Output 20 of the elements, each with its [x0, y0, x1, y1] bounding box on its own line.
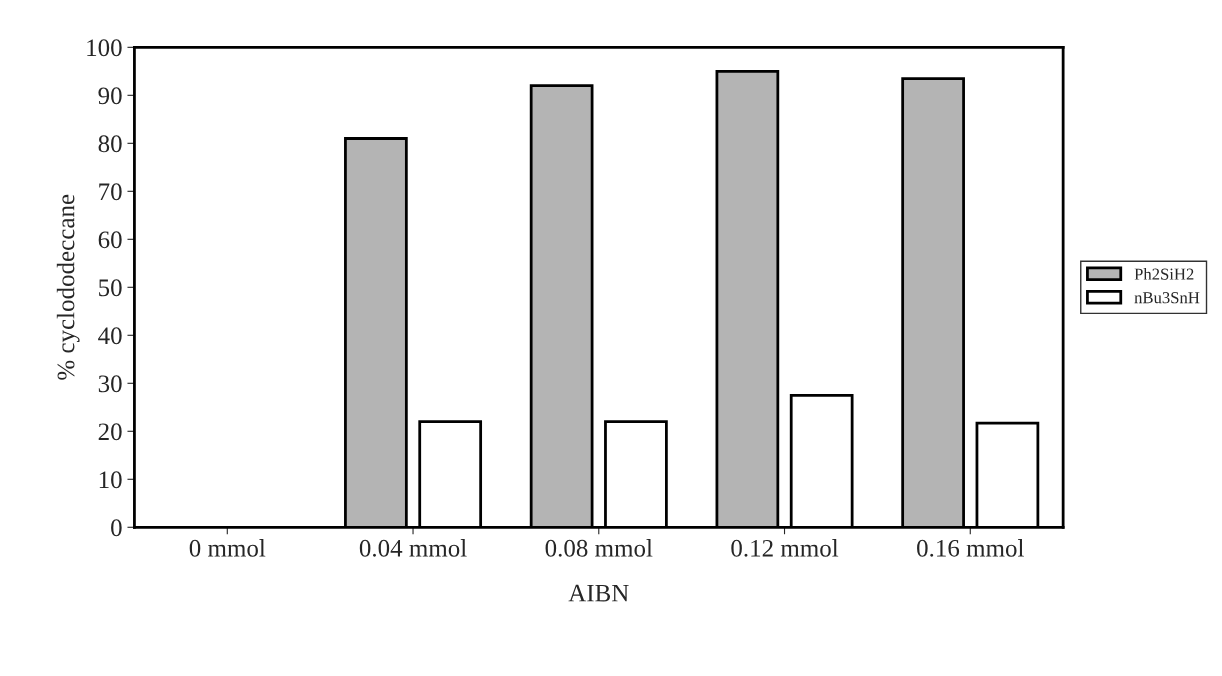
x-axis-title: AIBN [568, 584, 629, 602]
y-tick-label: 70 [99, 183, 122, 201]
y-tick-label: 90 [98, 87, 122, 105]
y-tick-label: 20 [98, 423, 122, 441]
y-axis-title: % cyclododeccane [56, 194, 80, 380]
x-tick-label: 0.08 mmol [545, 539, 653, 557]
y-tick-label: 80 [98, 135, 122, 153]
y-tick-label: 60 [98, 231, 122, 249]
y-tick-label: 0 [111, 519, 122, 537]
x-tick-label: 0.04 mmol [359, 539, 467, 557]
y-tick-label: 30 [98, 375, 122, 393]
y-tick-label: 10 [99, 471, 122, 489]
y-tick-label: 50 [99, 279, 122, 297]
x-tick-label: 0.16 mmol [917, 539, 1024, 557]
legend-label: nBu3SnH [1134, 292, 1200, 304]
legend-label: Ph2SiH2 [1134, 268, 1194, 280]
x-tick-label: 0 mmol [189, 539, 266, 557]
y-tick-label: 100 [87, 39, 122, 57]
y-tick-label: 40 [98, 327, 122, 345]
x-tick-label: 0.12 mmol [731, 539, 839, 557]
